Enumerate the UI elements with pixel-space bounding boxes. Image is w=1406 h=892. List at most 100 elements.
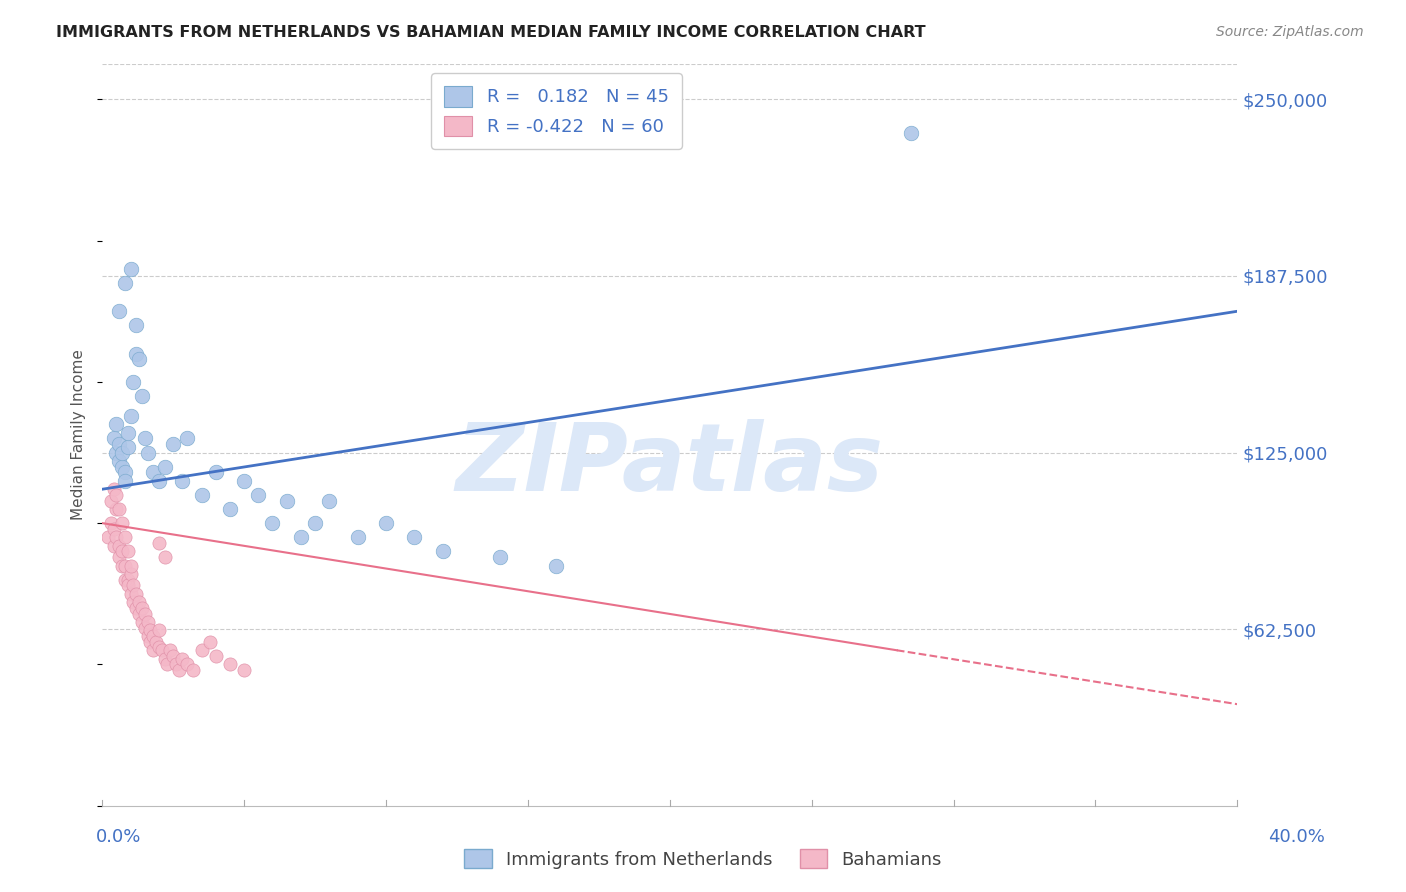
Point [125, 587, 148, 601]
Point [488, 549, 510, 564]
Point [136, 445, 159, 459]
Point [148, 536, 170, 550]
Point [145, 634, 167, 648]
Point [131, 389, 153, 403]
Point [114, 276, 136, 290]
Point [103, 522, 125, 536]
Point [114, 558, 136, 573]
Point [318, 493, 340, 508]
Point [131, 615, 153, 629]
Point [156, 657, 179, 672]
Point [103, 482, 125, 496]
Point [233, 663, 256, 677]
Point [148, 624, 170, 638]
Point [148, 640, 170, 655]
Point [108, 304, 131, 318]
Point [105, 417, 128, 432]
Point [176, 431, 198, 445]
Point [117, 573, 139, 587]
Point [111, 516, 134, 530]
Point [131, 600, 153, 615]
Point [105, 488, 128, 502]
Point [139, 634, 162, 648]
Legend: Immigrants from Netherlands, Bahamians: Immigrants from Netherlands, Bahamians [457, 842, 949, 876]
Point [176, 657, 198, 672]
Point [114, 474, 136, 488]
Point [219, 502, 242, 516]
Point [170, 474, 193, 488]
Point [219, 657, 242, 672]
Point [162, 437, 184, 451]
Point [153, 459, 176, 474]
Point [150, 643, 173, 657]
Point [136, 629, 159, 643]
Point [105, 502, 128, 516]
Text: 40.0%: 40.0% [1268, 828, 1324, 846]
Point [128, 595, 150, 609]
Y-axis label: Median Family Income: Median Family Income [72, 350, 86, 520]
Point [120, 261, 142, 276]
Point [128, 607, 150, 621]
Point [153, 651, 176, 665]
Point [114, 573, 136, 587]
Point [134, 621, 156, 635]
Point [290, 530, 312, 544]
Point [304, 516, 326, 530]
Point [97, 530, 120, 544]
Legend: R =   0.182   N = 45, R = -0.422   N = 60: R = 0.182 N = 45, R = -0.422 N = 60 [432, 73, 682, 149]
Point [117, 578, 139, 592]
Point [170, 651, 193, 665]
Point [142, 629, 165, 643]
Point [546, 558, 568, 573]
Point [142, 465, 165, 479]
Point [105, 445, 128, 459]
Point [103, 431, 125, 445]
Point [114, 465, 136, 479]
Point [247, 488, 270, 502]
Text: IMMIGRANTS FROM NETHERLANDS VS BAHAMIAN MEDIAN FAMILY INCOME CORRELATION CHART: IMMIGRANTS FROM NETHERLANDS VS BAHAMIAN … [56, 25, 927, 40]
Point [128, 352, 150, 367]
Point [120, 587, 142, 601]
Point [120, 409, 142, 423]
Point [162, 648, 184, 663]
Point [111, 544, 134, 558]
Point [190, 488, 212, 502]
Point [346, 530, 368, 544]
Point [125, 318, 148, 333]
Point [276, 493, 298, 508]
Point [198, 634, 221, 648]
Point [134, 431, 156, 445]
Text: 0.0%: 0.0% [96, 828, 141, 846]
Point [120, 566, 142, 581]
Point [105, 530, 128, 544]
Point [190, 643, 212, 657]
Point [108, 502, 131, 516]
Point [181, 663, 204, 677]
Point [159, 643, 181, 657]
Point [165, 657, 187, 672]
Point [117, 425, 139, 440]
Point [103, 539, 125, 553]
Point [136, 615, 159, 629]
Point [117, 544, 139, 558]
Point [100, 493, 122, 508]
Text: ZIPatlas: ZIPatlas [456, 418, 884, 510]
Point [167, 663, 190, 677]
Point [375, 516, 398, 530]
Point [122, 375, 145, 389]
Point [114, 530, 136, 544]
Point [148, 474, 170, 488]
Point [204, 465, 226, 479]
Point [122, 595, 145, 609]
Point [134, 607, 156, 621]
Point [108, 539, 131, 553]
Point [139, 624, 162, 638]
Point [262, 516, 284, 530]
Point [900, 126, 922, 140]
Point [122, 578, 145, 592]
Point [404, 530, 426, 544]
Point [111, 459, 134, 474]
Point [120, 558, 142, 573]
Point [153, 549, 176, 564]
Point [142, 643, 165, 657]
